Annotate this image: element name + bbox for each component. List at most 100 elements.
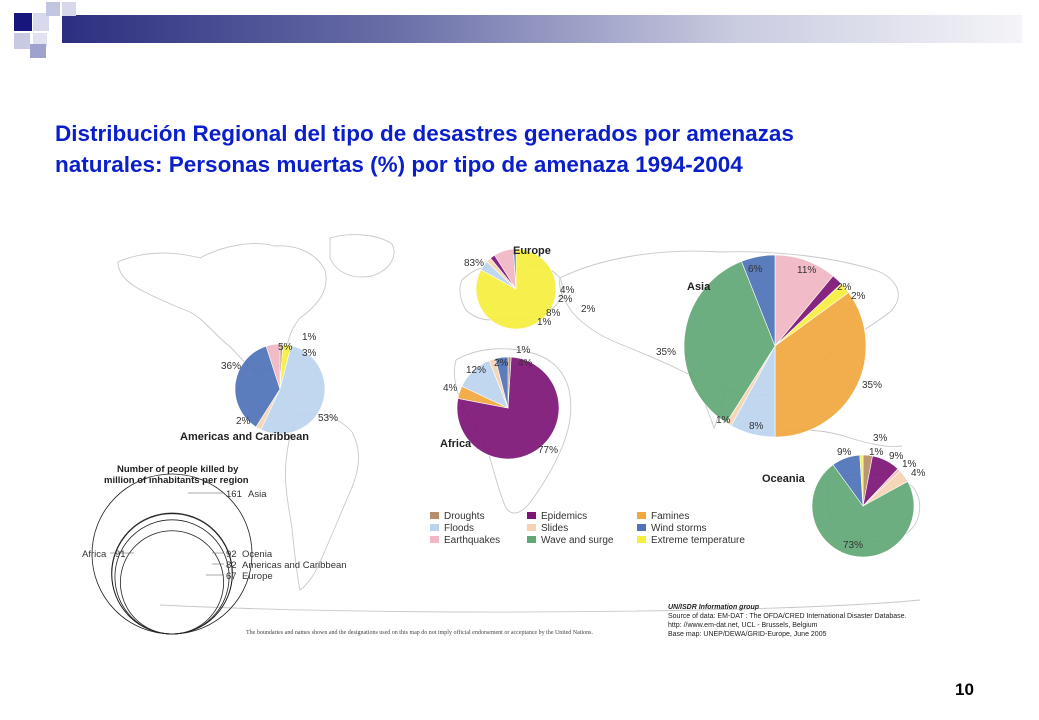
data-label: 1% [902, 459, 917, 470]
legend-swatch [430, 524, 439, 531]
pie-slice-wave-and-surge [811, 464, 915, 558]
pie-asia [683, 254, 867, 438]
data-label: 12% [466, 365, 486, 376]
bubble-label-asia: Asia [248, 489, 267, 500]
data-label: 1% [869, 447, 884, 458]
pie-oceania [811, 454, 915, 558]
data-label: 3% [302, 348, 317, 359]
pie-slice-famines [774, 292, 867, 438]
data-label: 1% [716, 415, 731, 426]
legend-swatch [430, 536, 439, 543]
pie-slice-wave-and-surge [683, 261, 776, 424]
data-label: 73% [843, 540, 863, 551]
bubble-label-oceania: Ocenia [242, 549, 273, 560]
data-label: 77% [538, 445, 558, 456]
decor-square [62, 2, 76, 16]
decor-square [33, 13, 49, 31]
data-label: 2% [851, 291, 866, 302]
data-label: 4% [911, 468, 926, 479]
data-label: 35% [656, 347, 676, 358]
region-label-asia: Asia [687, 281, 711, 293]
bubble-label-europe-value: 67 [226, 571, 237, 582]
data-label: 53% [318, 413, 338, 424]
pie-charts [234, 248, 915, 558]
data-label: 1% [516, 345, 531, 356]
pie-europe [475, 248, 557, 330]
bubble-label-africa-value: 91 [115, 549, 126, 560]
data-label: 1% [302, 332, 317, 343]
bubble-americas-and-caribbean [114, 519, 230, 635]
pie-slice-extreme-temperature [859, 454, 864, 507]
pie-slice-wind-storms [513, 248, 517, 290]
header-bar [62, 15, 1022, 43]
pie-slice-wind-storms [741, 254, 776, 347]
legend-label: Slides [541, 523, 568, 534]
bubble-label-africa: Africa [82, 549, 107, 560]
legend-label: Extreme temperature [651, 535, 745, 546]
legend-label: Epidemics [541, 511, 587, 522]
legend-swatch [527, 524, 536, 531]
legend-label: Floods [444, 523, 474, 534]
decor-square [33, 33, 47, 47]
decor-square [14, 33, 30, 49]
legend-label: Earthquakes [444, 535, 500, 546]
bubble-legend-title-line-1: Number of people killed by [117, 464, 239, 475]
bubble-europe [119, 530, 225, 635]
legend-swatch [637, 536, 646, 543]
data-label: 2% [837, 282, 852, 293]
data-label: 4% [518, 358, 533, 369]
data-label: 9% [889, 451, 904, 462]
legend-swatch [637, 512, 646, 519]
pie-slice-earthquakes [265, 343, 281, 390]
decor-square [14, 13, 32, 31]
data-label: 9% [837, 447, 852, 458]
map-antarctic-hint [159, 599, 921, 613]
bubble-label-americas: Americas and Caribbean [242, 560, 347, 571]
page-number: 10 [955, 680, 974, 699]
region-label-oceania: Oceania [762, 473, 806, 485]
legend-label: Famines [651, 511, 689, 522]
data-label: 11% [797, 265, 816, 276]
bubble-legend-title-line-2: million of inhabitants per region [104, 475, 249, 486]
legend-swatch [430, 512, 439, 519]
slide-title-line-2: naturales: Personas muertas (%) por tipo… [55, 152, 743, 177]
slide-title: Distribución Regional del tipo de desast… [55, 118, 985, 180]
source-line-3: http: //www.em-dat.net, UCL - Brussels, … [668, 622, 818, 629]
legend-label: Wave and surge [541, 535, 614, 546]
data-label: 4% [443, 383, 458, 394]
map-south-america [285, 413, 360, 591]
decor-square [30, 44, 46, 58]
legend-swatch [527, 536, 536, 543]
pie-slice-wind-storms [494, 356, 509, 409]
slide-title-line-1: Distribución Regional del tipo de desast… [55, 121, 794, 146]
data-label: 4% [560, 285, 575, 296]
data-label: 2% [581, 304, 596, 315]
data-label: 2% [558, 294, 573, 305]
region-label-europe: Europe [513, 245, 551, 257]
data-label: 2% [236, 416, 251, 427]
data-label: 36% [221, 361, 241, 372]
data-label: 6% [748, 264, 763, 275]
bubble-legend [91, 473, 253, 635]
map-disclaimer: The boundaries and names shown and the d… [246, 629, 593, 636]
legend-swatch [637, 524, 646, 531]
map-greenland [329, 234, 395, 278]
data-label: 5% [278, 342, 293, 353]
source-line-4: Base map: UNEP/DEWA/GRID-Europe, June 20… [668, 631, 827, 638]
data-label: 3% [873, 433, 888, 444]
pie-slice-wind-storms [234, 345, 281, 428]
legend-label: Wind storms [651, 523, 707, 534]
region-label-africa: Africa [440, 438, 472, 450]
bubble-label-americas-value: 82 [226, 560, 237, 571]
legend-label: Droughts [444, 511, 485, 522]
pie-slice-floods [260, 345, 326, 435]
pie-africa [456, 356, 560, 460]
source-line-2: Source of data: EM-DAT : The OFDA/CRED I… [668, 613, 907, 620]
data-label: 83% [464, 258, 484, 269]
data-label: 8% [546, 308, 561, 319]
pie-americas-and-caribbean [234, 343, 326, 435]
data-label: 35% [862, 380, 882, 391]
region-label-americas: Americas and Caribbean [180, 431, 309, 443]
